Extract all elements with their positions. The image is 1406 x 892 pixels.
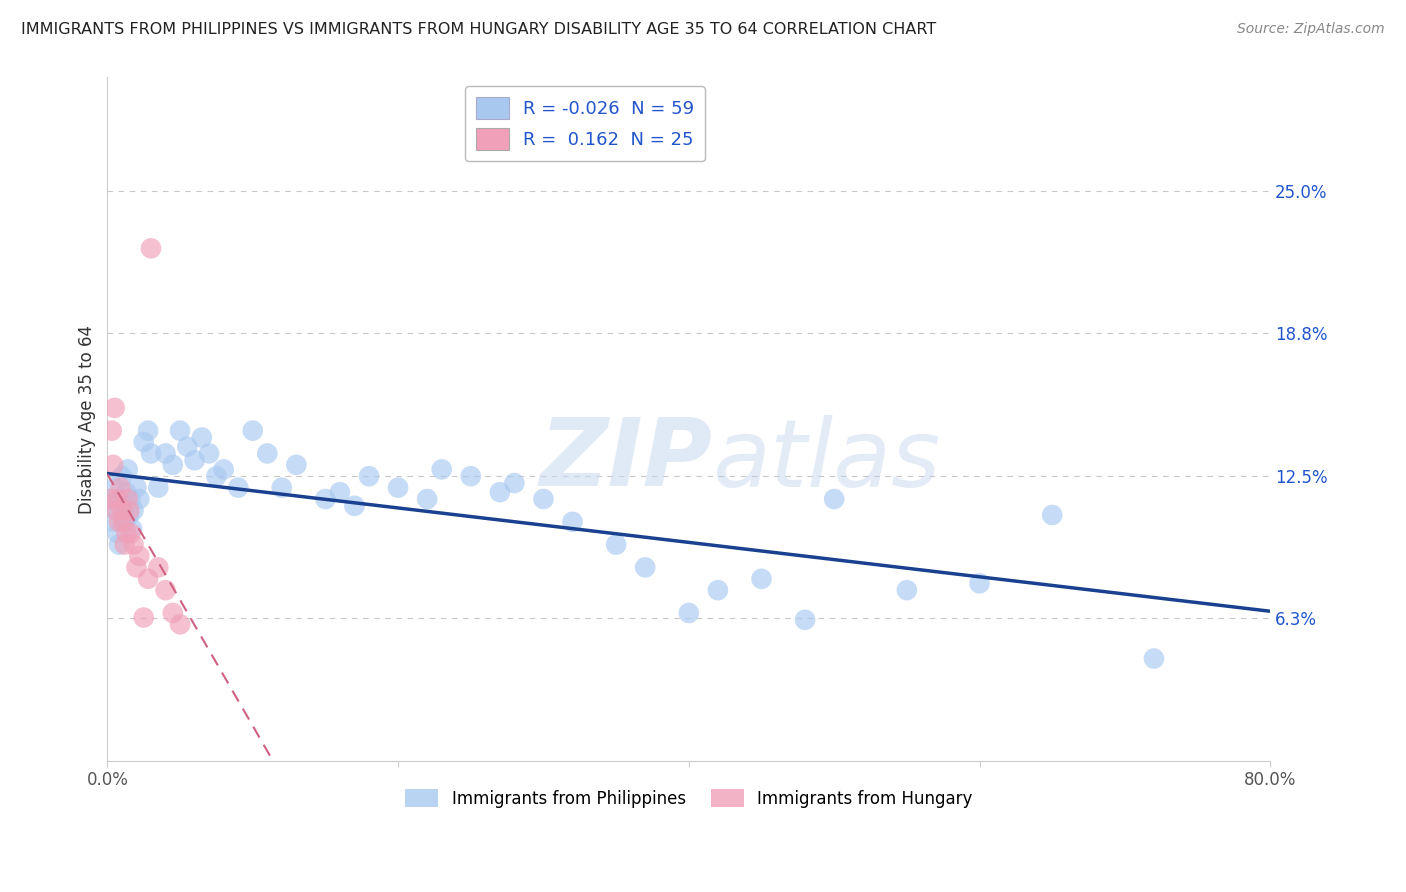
Point (103, 458, 125, 472)
Point (226, 481, 249, 495)
Point (128, 549, 150, 563)
Point (155, 446, 177, 460)
Point (115, 485, 138, 500)
Point (121, 522, 143, 536)
Point (503, 476, 526, 491)
Point (183, 453, 205, 467)
Point (105, 503, 128, 517)
Point (533, 491, 555, 506)
Legend: Immigrants from Philippines, Immigrants from Hungary: Immigrants from Philippines, Immigrants … (398, 783, 980, 814)
Point (103, 515, 125, 529)
Point (212, 462, 235, 476)
Point (117, 462, 139, 476)
Point (176, 440, 198, 454)
Point (794, 613, 817, 627)
Point (329, 485, 352, 500)
Point (132, 610, 155, 624)
Point (108, 538, 131, 552)
Point (256, 446, 278, 460)
Text: ZIP: ZIP (538, 414, 711, 507)
Point (270, 481, 292, 495)
Point (707, 583, 730, 598)
Point (118, 503, 141, 517)
Point (678, 606, 700, 620)
Point (112, 515, 135, 529)
Point (387, 481, 409, 495)
Point (120, 526, 142, 541)
Point (139, 446, 162, 460)
Point (169, 424, 191, 438)
Point (139, 241, 162, 255)
Point (169, 617, 191, 632)
Point (108, 515, 131, 529)
Point (104, 481, 127, 495)
Point (191, 430, 214, 444)
Point (111, 469, 134, 483)
Point (357, 469, 380, 483)
Point (430, 462, 453, 476)
Point (122, 538, 145, 552)
Point (148, 481, 170, 495)
Y-axis label: Disability Age 35 to 64: Disability Age 35 to 64 (79, 325, 96, 514)
Point (896, 583, 918, 598)
Point (98, 491, 121, 506)
Point (110, 481, 132, 495)
Point (605, 538, 627, 552)
Point (162, 458, 184, 472)
Point (115, 526, 138, 541)
Point (155, 583, 177, 598)
Point (969, 576, 991, 591)
Point (460, 469, 482, 483)
Point (489, 485, 512, 500)
Point (107, 526, 129, 541)
Point (132, 435, 155, 450)
Point (751, 572, 773, 586)
Point (104, 401, 127, 415)
Point (107, 491, 129, 506)
Point (122, 503, 145, 517)
Text: atlas: atlas (711, 415, 941, 506)
Point (114, 515, 136, 529)
Point (128, 491, 150, 506)
Point (285, 458, 308, 472)
Point (1143, 651, 1166, 665)
Point (117, 491, 139, 506)
Point (343, 499, 366, 513)
Text: Source: ZipAtlas.com: Source: ZipAtlas.com (1237, 22, 1385, 37)
Point (118, 508, 141, 522)
Point (110, 491, 132, 506)
Point (111, 503, 134, 517)
Point (198, 446, 221, 460)
Point (136, 424, 159, 438)
Point (125, 560, 148, 574)
Point (416, 491, 439, 506)
Point (823, 491, 845, 506)
Point (120, 491, 142, 506)
Point (100, 491, 122, 506)
Point (314, 491, 336, 506)
Point (114, 538, 136, 552)
Point (561, 515, 583, 529)
Point (634, 560, 657, 574)
Point (136, 572, 159, 586)
Point (112, 503, 135, 517)
Point (162, 606, 184, 620)
Point (148, 560, 170, 574)
Text: IMMIGRANTS FROM PHILIPPINES VS IMMIGRANTS FROM HUNGARY DISABILITY AGE 35 TO 64 C: IMMIGRANTS FROM PHILIPPINES VS IMMIGRANT… (21, 22, 936, 37)
Point (100, 424, 122, 438)
Point (1040, 508, 1063, 522)
Point (105, 503, 128, 517)
Point (242, 424, 264, 438)
Point (205, 469, 228, 483)
Point (125, 481, 148, 495)
